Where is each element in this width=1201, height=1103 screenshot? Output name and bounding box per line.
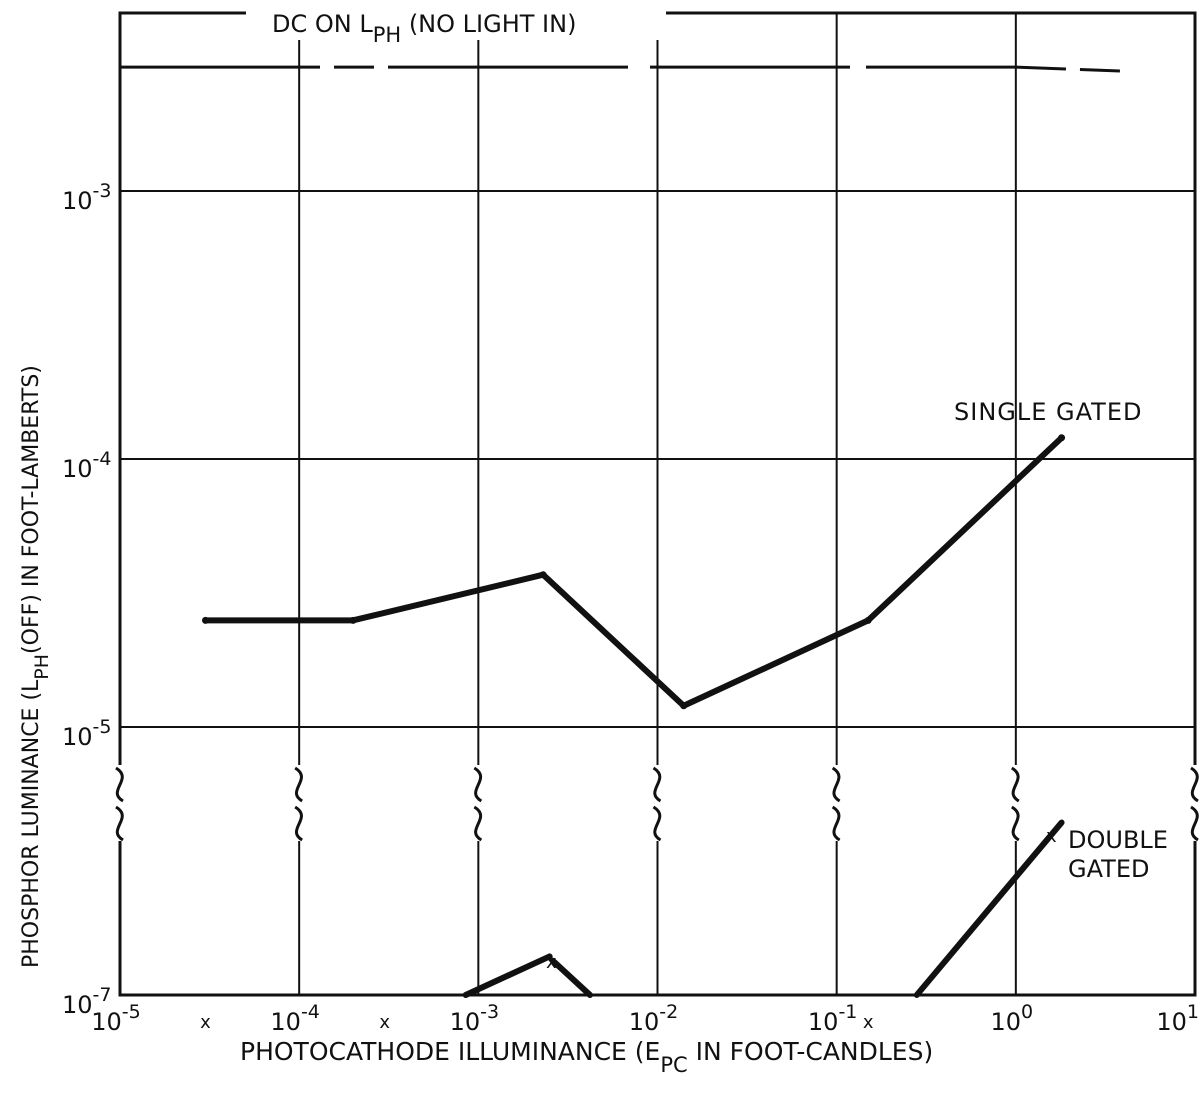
double-gated-label-line1: DOUBLE	[1068, 826, 1168, 854]
series-double-gated-segment	[462, 953, 553, 998]
x-tick-label: 10-2	[629, 1001, 679, 1036]
series-single-gated-point	[680, 702, 688, 710]
x-axis-label: PHOTOCATHODE ILLUMINANCE (EPC IN FOOT-CA…	[240, 1037, 933, 1077]
x-tick-label: 101	[1156, 1001, 1199, 1036]
dc-label-background	[246, 0, 666, 40]
series-group	[120, 65, 1124, 998]
break-squiggle	[831, 766, 841, 842]
break-squiggle	[115, 766, 124, 842]
x-axis-marker: x	[379, 1012, 390, 1033]
x-tick-label: 10-1	[808, 1001, 858, 1036]
x-axis-marker: x	[863, 1012, 874, 1033]
dc-annotation: DC ON LPH (NO LIGHT IN)	[272, 10, 576, 47]
series-single-gated-point	[539, 571, 547, 579]
double-gated-end-marker: x	[1046, 826, 1057, 847]
x-tick-label: 10-5	[91, 1001, 141, 1036]
y-tick-label: 10-3	[62, 180, 112, 215]
break-squiggle	[1190, 766, 1199, 842]
x-tick-label: 10-4	[270, 1001, 320, 1036]
break-gap	[106, 765, 134, 841]
break-gap	[464, 765, 493, 841]
single-gated-label: SINGLE GATED	[954, 398, 1142, 426]
y-axis-label: PHOSPHOR LUMINANCE (LPH(OFF) IN FOOT-LAM…	[19, 365, 53, 968]
series-single-gated-segment	[540, 571, 687, 709]
x-tick-label: 100	[991, 1001, 1034, 1036]
x-tick-label: 10-3	[450, 1001, 500, 1036]
series-double-gated-segment	[913, 819, 1065, 998]
break-squiggle	[294, 766, 304, 842]
y-tick-label: 10-4	[62, 448, 112, 483]
label-group: 10-5 10-4 10-3 10-2 10-1 100 101 x x x 10-3 10-4 10-…	[62, 180, 1199, 1036]
y-tick-label: 10-5	[62, 716, 112, 751]
series-dc-line	[120, 65, 1124, 73]
series-single-gated-point	[864, 616, 872, 624]
double-gated-label-line2: GATED	[1068, 855, 1149, 883]
series-single-gated-segment	[865, 434, 1065, 624]
series-single-gated-point	[201, 616, 209, 624]
grid-lines	[118, 11, 1197, 997]
x-axis-marker: x	[200, 1012, 211, 1033]
series-single-gated-point	[349, 616, 357, 624]
break-gap	[643, 765, 672, 841]
y-tick-label: 10-7	[62, 984, 112, 1019]
break-squiggle	[473, 766, 483, 842]
break-gap	[1001, 765, 1030, 841]
series-single-gated-point	[1058, 434, 1066, 442]
break-gap	[285, 765, 314, 841]
axis-break-marks	[106, 765, 1201, 842]
series-single-gated-segment	[680, 617, 872, 709]
double-gated-peak-marker: x	[546, 952, 557, 973]
break-gap	[822, 765, 851, 841]
series-single-gated-segment	[350, 571, 547, 624]
break-squiggle	[1010, 766, 1020, 842]
break-squiggle	[652, 766, 662, 842]
series-double-gated-segment	[549, 957, 593, 998]
